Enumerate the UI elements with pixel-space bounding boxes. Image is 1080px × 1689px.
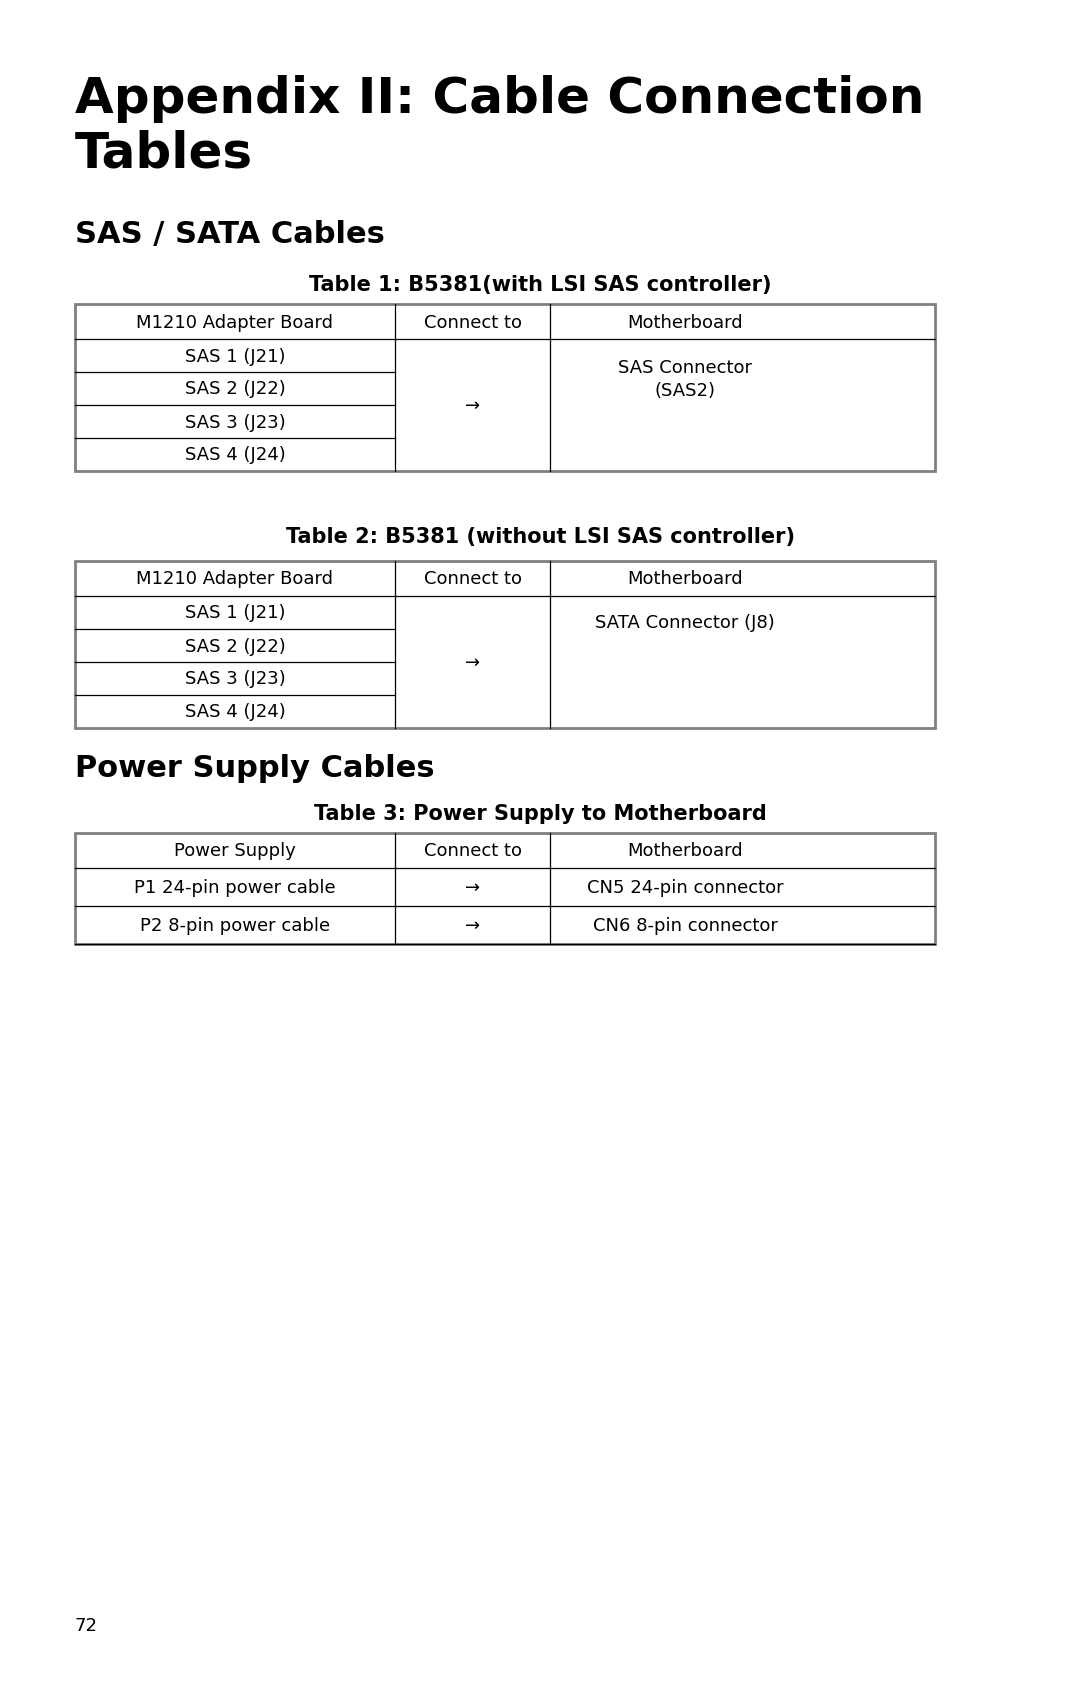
- Text: Motherboard: Motherboard: [627, 314, 743, 331]
- Text: SAS 1 (J21): SAS 1 (J21): [185, 348, 285, 365]
- Text: SAS 3 (J23): SAS 3 (J23): [185, 414, 285, 431]
- Text: SAS / SATA Cables: SAS / SATA Cables: [75, 220, 384, 248]
- Bar: [75, 304, 935, 471]
- Text: Connect to: Connect to: [423, 843, 522, 860]
- Text: Connect to: Connect to: [423, 571, 522, 588]
- Text: SAS 2 (J22): SAS 2 (J22): [185, 380, 285, 399]
- Bar: [75, 562, 935, 728]
- Text: Motherboard: Motherboard: [627, 843, 743, 860]
- Text: 72: 72: [75, 1616, 98, 1633]
- Text: SAS 4 (J24): SAS 4 (J24): [185, 703, 285, 721]
- Text: Appendix II: Cable Connection: Appendix II: Cable Connection: [75, 74, 924, 123]
- Text: SAS 3 (J23): SAS 3 (J23): [185, 671, 285, 687]
- Text: P1 24-pin power cable: P1 24-pin power cable: [134, 878, 336, 897]
- Text: SATA Connector (J8): SATA Connector (J8): [595, 615, 774, 632]
- Text: →: →: [464, 654, 481, 672]
- Text: Tables: Tables: [75, 130, 253, 177]
- Text: SAS 1 (J21): SAS 1 (J21): [185, 605, 285, 622]
- Text: M1210 Adapter Board: M1210 Adapter Board: [136, 571, 334, 588]
- Text: SAS 2 (J22): SAS 2 (J22): [185, 637, 285, 655]
- Text: Table 3: Power Supply to Motherboard: Table 3: Power Supply to Motherboard: [313, 804, 767, 824]
- Text: CN6 8-pin connector: CN6 8-pin connector: [593, 917, 778, 934]
- Text: →: →: [464, 878, 481, 897]
- Text: Connect to: Connect to: [423, 314, 522, 331]
- Text: P2 8-pin power cable: P2 8-pin power cable: [140, 917, 330, 934]
- Text: Power Supply: Power Supply: [174, 843, 296, 860]
- Text: Motherboard: Motherboard: [627, 571, 743, 588]
- Bar: [75, 833, 935, 944]
- Text: CN5 24-pin connector: CN5 24-pin connector: [586, 878, 783, 897]
- Text: SAS 4 (J24): SAS 4 (J24): [185, 446, 285, 464]
- Text: Power Supply Cables: Power Supply Cables: [75, 753, 434, 782]
- Text: M1210 Adapter Board: M1210 Adapter Board: [136, 314, 334, 331]
- Text: →: →: [464, 397, 481, 415]
- Text: →: →: [464, 917, 481, 934]
- Text: SAS Connector
(SAS2): SAS Connector (SAS2): [618, 358, 752, 400]
- Text: Table 1: B5381(with LSI SAS controller): Table 1: B5381(with LSI SAS controller): [309, 275, 771, 296]
- Text: Table 2: B5381 (without LSI SAS controller): Table 2: B5381 (without LSI SAS controll…: [285, 527, 795, 547]
